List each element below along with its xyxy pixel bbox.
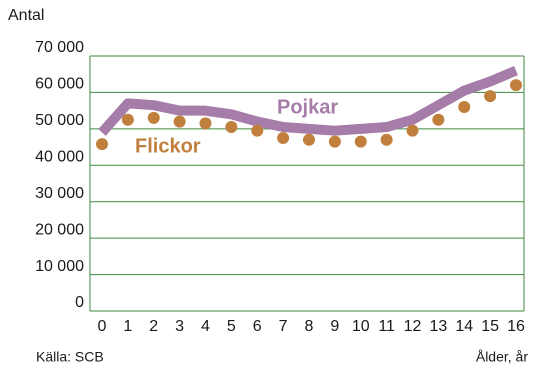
x-tick-label: 14 <box>455 318 473 335</box>
series-label: Flickor <box>135 135 201 157</box>
y-tick-label: 20 000 <box>35 221 84 238</box>
x-tick-label: 7 <box>279 318 288 335</box>
x-axis-label: Ålder, år <box>476 349 528 365</box>
source: Källa: SCB <box>36 349 104 365</box>
x-tick-label: 1 <box>123 318 132 335</box>
data-dot <box>96 138 108 151</box>
data-dot <box>406 124 419 137</box>
data-dot <box>251 124 264 137</box>
x-tick-label: 3 <box>175 318 184 335</box>
x-tick-label: 15 <box>481 318 499 335</box>
data-dot <box>147 111 160 124</box>
x-tick-label: 12 <box>404 318 422 335</box>
data-dot <box>225 121 238 134</box>
data-dot <box>380 133 393 146</box>
data-dot <box>484 90 497 103</box>
series-label: Pojkar <box>277 96 338 118</box>
y-axis-label: Antal <box>8 7 44 24</box>
data-dot <box>328 135 341 148</box>
y-tick-label: 60 000 <box>35 76 84 93</box>
series-line <box>98 65 518 136</box>
x-tick-label: 13 <box>429 318 447 335</box>
x-tick-label: 2 <box>149 318 158 335</box>
data-dot <box>121 113 134 126</box>
x-tick-label: 11 <box>378 318 395 335</box>
data-dot <box>173 115 186 128</box>
x-tick-label: 8 <box>305 318 314 335</box>
data-dot <box>199 117 212 130</box>
x-tick-label: 16 <box>507 318 525 335</box>
x-tick-label: 0 <box>98 318 107 335</box>
x-tick-label: 9 <box>330 318 339 335</box>
data-dot <box>432 113 445 126</box>
y-tick-label: 50 000 <box>35 112 84 129</box>
x-tick-label: 6 <box>253 318 262 335</box>
data-dot <box>354 135 367 148</box>
y-tick-label: 70 000 <box>35 39 84 56</box>
data-dot <box>303 133 315 146</box>
y-tick-label: 30 000 <box>35 185 84 202</box>
y-tick-label: 40 000 <box>35 149 84 166</box>
data-dot <box>510 79 522 92</box>
data-dot <box>458 101 471 113</box>
y-tick-label: 0 <box>75 294 84 311</box>
y-tick-label: 10 000 <box>35 258 84 275</box>
x-tick-label: 5 <box>227 318 236 335</box>
data-dot <box>277 131 290 144</box>
x-tick-label: 10 <box>352 318 370 335</box>
x-tick-label: 4 <box>201 318 210 335</box>
